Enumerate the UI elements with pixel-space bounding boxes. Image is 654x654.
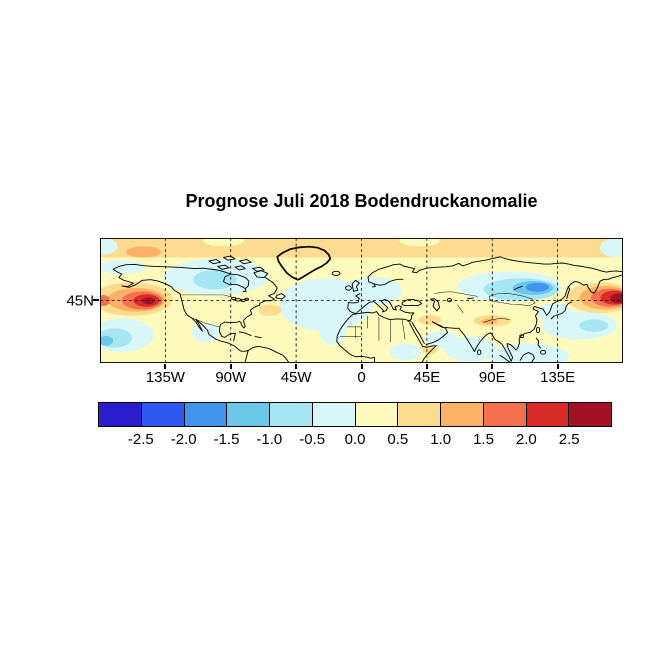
y-axis: 45N <box>36 238 94 363</box>
colorbar-segment <box>355 403 399 426</box>
x-axis-tick-label: 90E <box>478 369 506 386</box>
anomaly-patch <box>599 238 623 258</box>
colorbar-tick-label: -1.0 <box>256 431 283 448</box>
colorbar-tick-label: 1.0 <box>430 431 452 448</box>
x-axis-tick-label: 45E <box>413 369 441 386</box>
x-tick-mark <box>491 364 494 369</box>
anomaly-patch <box>444 336 497 362</box>
x-axis-tick-label: 90W <box>215 369 247 386</box>
figure-title: Prognose Juli 2018 Bodendruckanomalie <box>185 191 538 211</box>
colorbar-tick-label: 2.0 <box>515 431 537 448</box>
country-borders <box>179 291 536 343</box>
colorbar <box>98 402 612 427</box>
y-axis-tick-label: 45N <box>66 292 94 309</box>
greenland-coast <box>276 245 332 281</box>
colorbar-tick-label: -2.5 <box>127 431 154 448</box>
colorbar-segment <box>270 403 313 426</box>
x-tick-mark <box>229 364 232 369</box>
colorbar-segment <box>441 403 484 426</box>
x-tick-marks <box>100 363 623 369</box>
colorbar-segment <box>312 403 356 426</box>
anomaly-patch <box>525 282 549 292</box>
anomaly-patch <box>319 319 346 345</box>
anomaly-patch <box>258 304 282 316</box>
colorbar-tick-label: 0.5 <box>387 431 409 448</box>
colorbar-segment <box>569 403 611 426</box>
map-svg <box>100 238 623 363</box>
colorbar-tick-label: -0.5 <box>299 431 326 448</box>
colorbar-segment <box>141 403 185 426</box>
anomaly-patch <box>100 238 623 258</box>
colorbar-tick-label: 2.5 <box>558 431 580 448</box>
x-tick-mark <box>295 364 298 369</box>
gridlines <box>100 238 623 363</box>
colorbar-segment <box>99 403 142 426</box>
anomaly-field <box>100 238 623 363</box>
colorbar-labels: -2.5 -2.0 -1.5 -1.0 -0.5 0.0 0.5 1.0 1.5 2.0 2.5 <box>98 431 612 449</box>
coastlines <box>112 255 623 363</box>
colorbar-segment <box>227 403 270 426</box>
anomaly-patch <box>100 335 114 346</box>
colorbar-tick-label: 1.5 <box>473 431 494 448</box>
anomaly-patch <box>203 238 244 247</box>
anomaly-patch <box>399 238 440 247</box>
colorbar-segment <box>398 403 441 426</box>
anomaly-patch <box>389 343 422 361</box>
colorbar-segment <box>526 403 570 426</box>
x-axis-tick-label: 0 <box>357 369 366 386</box>
anomaly-patch <box>418 315 442 325</box>
anomaly-patch <box>100 260 146 275</box>
x-tick-mark <box>164 364 167 369</box>
anomaly-patch <box>541 311 618 340</box>
colorbar-segment <box>184 403 228 426</box>
x-axis: 135W 90W 45W 0 45E 90E 135E <box>100 369 623 387</box>
anomaly-patch <box>100 294 111 307</box>
colorbar-segment <box>483 403 527 426</box>
colorbar-tick-label: 0.0 <box>344 431 366 448</box>
anomaly-patch <box>192 269 237 290</box>
x-axis-tick-label: 135E <box>540 369 576 386</box>
x-tick-mark <box>425 364 428 369</box>
x-tick-mark <box>556 364 559 369</box>
colorbar-tick-label: -2.0 <box>170 431 197 448</box>
colorbar-tick-label: -1.5 <box>213 431 240 448</box>
x-axis-tick-label: 135W <box>145 369 185 386</box>
anomaly-patch <box>481 318 498 325</box>
x-tick-mark <box>360 364 363 369</box>
y-tick-mark <box>93 299 99 301</box>
anomaly-patch <box>579 319 609 332</box>
map-plot <box>100 238 623 363</box>
anomaly-patch <box>126 246 162 258</box>
anomaly-patch <box>100 238 118 255</box>
x-axis-tick-label: 45W <box>280 369 312 386</box>
